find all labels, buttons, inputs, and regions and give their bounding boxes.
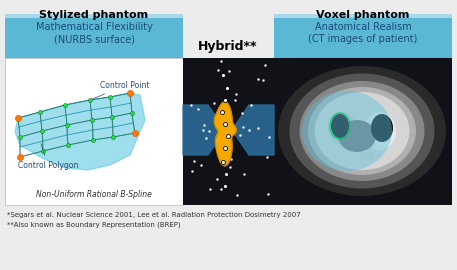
Text: **Also known as Boundary Representation (BREP): **Also known as Boundary Representation … [7,222,181,228]
Text: Stylized phantom: Stylized phantom [39,10,149,20]
Text: Control Point: Control Point [93,81,149,99]
Ellipse shape [328,112,356,144]
Ellipse shape [371,114,393,142]
Ellipse shape [302,91,392,171]
Ellipse shape [299,81,425,181]
Polygon shape [183,105,225,155]
FancyBboxPatch shape [274,58,452,205]
Ellipse shape [360,150,374,162]
Text: Non-Uniform Rational B-Spline: Non-Uniform Rational B-Spline [36,190,152,199]
Ellipse shape [364,112,396,150]
FancyBboxPatch shape [5,14,183,205]
Polygon shape [15,93,145,170]
Ellipse shape [278,66,446,196]
FancyBboxPatch shape [5,58,183,205]
Text: Anatomical Realism
(CT images of patient): Anatomical Realism (CT images of patient… [308,22,418,44]
Polygon shape [232,105,274,155]
Text: Control Polygon: Control Polygon [18,144,78,170]
FancyBboxPatch shape [183,58,274,205]
FancyBboxPatch shape [5,18,183,58]
Polygon shape [214,102,236,166]
Ellipse shape [314,92,409,170]
FancyBboxPatch shape [274,14,452,205]
Ellipse shape [289,73,435,188]
Ellipse shape [331,114,349,138]
Text: Voxel phantom: Voxel phantom [316,10,409,20]
Text: Mathematical Flexibility
(NURBS surface): Mathematical Flexibility (NURBS surface) [36,22,153,44]
Text: *Segars et al. Nuclear Science 2001, Lee et al. Radiation Protection Dosimetry 2: *Segars et al. Nuclear Science 2001, Lee… [7,212,301,218]
Ellipse shape [308,87,416,175]
FancyBboxPatch shape [274,18,452,58]
Ellipse shape [338,120,376,152]
Text: Hybrid**: Hybrid** [198,40,258,53]
